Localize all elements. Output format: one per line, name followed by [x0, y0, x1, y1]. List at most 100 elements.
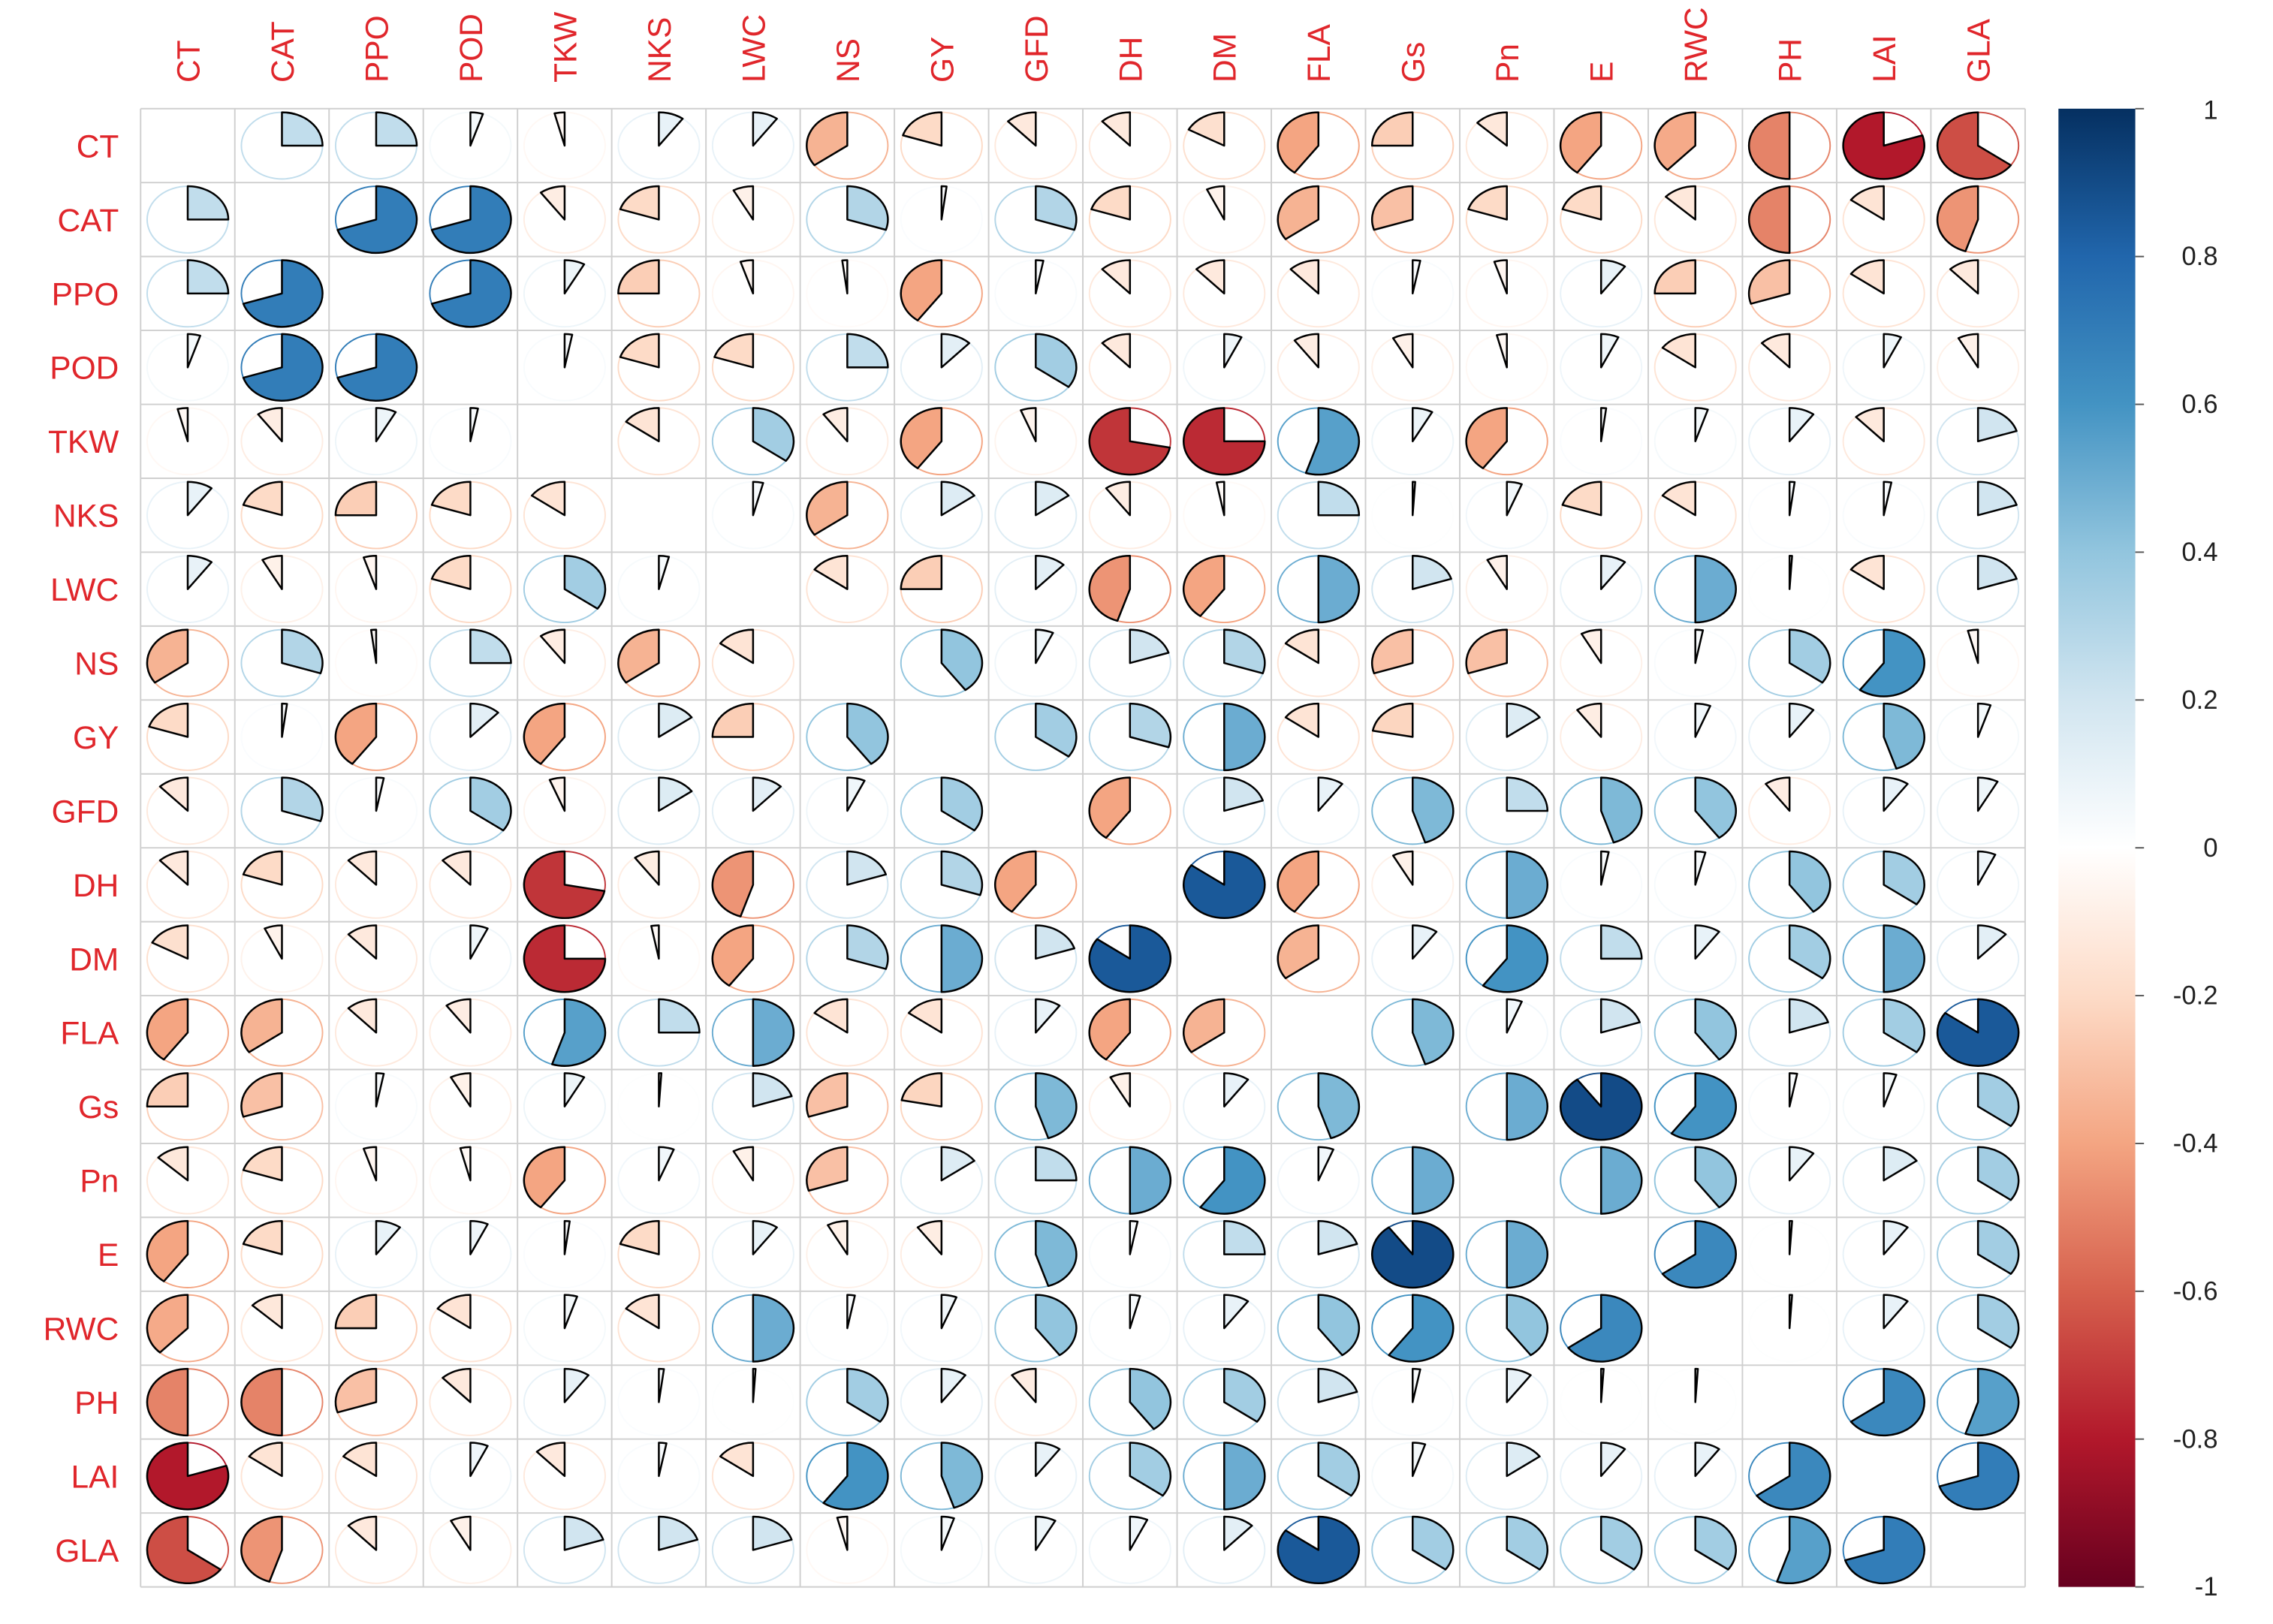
- pie-wedge: [523, 702, 566, 765]
- pie-wedge: [1370, 185, 1414, 231]
- pie-wedge: [375, 1072, 385, 1107]
- pie-wedge: [242, 850, 283, 886]
- pie-wedge: [281, 702, 288, 738]
- pie-wedge: [563, 1219, 571, 1255]
- pie-wedge: [1284, 628, 1320, 664]
- pie-wedge: [806, 1146, 849, 1192]
- pie-wedge: [1576, 702, 1602, 738]
- pie-wedge: [1035, 1146, 1078, 1182]
- pie-wedge: [1317, 1442, 1361, 1497]
- pie-wedge: [846, 333, 889, 369]
- pie-wedge: [846, 776, 866, 812]
- pie-wedge: [1090, 185, 1132, 221]
- pie-wedge: [625, 1294, 660, 1330]
- pie-wedge: [658, 1515, 699, 1551]
- pie-wedge: [940, 1294, 958, 1330]
- colorbar-tick-label: 0: [2203, 834, 2217, 863]
- pie-wedge: [1223, 628, 1266, 675]
- pie-wedge: [1747, 111, 1791, 180]
- pie-wedge: [1976, 554, 2018, 590]
- pie-wedge: [146, 1072, 189, 1107]
- pie-wedge: [619, 1219, 660, 1255]
- row-label: TKW: [48, 424, 119, 459]
- column-label: Gs: [1396, 42, 1431, 83]
- pie-wedge: [1223, 776, 1264, 812]
- pie-wedge: [846, 1294, 856, 1330]
- pie-wedge: [539, 185, 566, 221]
- pie-wedge: [1289, 259, 1320, 295]
- pie-wedge: [1599, 924, 1643, 960]
- pie-wedge: [1129, 1219, 1139, 1255]
- pie-wedge: [469, 1442, 489, 1478]
- pie-wedge: [658, 776, 693, 812]
- pie-wedge: [342, 1442, 378, 1478]
- pie-wedge: [1883, 1294, 1909, 1330]
- pie-wedge: [1317, 481, 1361, 517]
- column-label: CAT: [265, 21, 300, 83]
- pie-wedge: [1317, 1146, 1334, 1182]
- pie-wedge: [806, 481, 849, 536]
- pie-wedge: [1412, 1515, 1455, 1571]
- pie-wedge: [1486, 554, 1508, 590]
- pie-wedge: [347, 924, 378, 960]
- pie-wedge: [1883, 1072, 1898, 1107]
- pie-wedge: [1370, 111, 1414, 147]
- column-label: TKW: [547, 12, 583, 83]
- pie-wedge: [619, 185, 660, 221]
- pie-wedge: [550, 998, 607, 1067]
- pie-wedge: [1035, 1442, 1061, 1478]
- column-label: GLA: [1961, 18, 1997, 83]
- pie-wedge: [940, 185, 948, 221]
- pie-wedge: [281, 776, 324, 822]
- pie-wedge: [1129, 1367, 1172, 1430]
- pie-wedge: [535, 1442, 566, 1478]
- pie-wedge: [1694, 998, 1737, 1061]
- pie-wedge: [240, 1367, 283, 1437]
- pie-wedge: [1788, 924, 1831, 980]
- pie-wedge: [469, 628, 512, 664]
- pie-wedge: [1223, 1442, 1266, 1511]
- column-label: FLA: [1301, 23, 1337, 83]
- pie-wedge: [940, 1367, 966, 1403]
- row-label: GFD: [52, 794, 119, 829]
- pie-wedge: [1957, 333, 1979, 369]
- pie-wedge: [1936, 185, 1979, 252]
- pie-wedge: [900, 1072, 943, 1107]
- pie-wedge: [1088, 998, 1132, 1061]
- pie-wedge: [264, 924, 283, 960]
- pie-wedge: [1088, 924, 1172, 993]
- colorbar-tick-label: -0.2: [2173, 982, 2218, 1011]
- pie-wedge: [940, 481, 975, 517]
- pie-wedge: [186, 259, 230, 295]
- pie-wedge: [553, 111, 566, 147]
- pie-wedge: [1599, 407, 1608, 443]
- pie-wedge: [1284, 702, 1320, 738]
- row-label: Pn: [80, 1164, 119, 1199]
- pie-wedge: [1883, 1146, 1918, 1182]
- pie-wedge: [1035, 1219, 1078, 1288]
- pie-wedge: [336, 185, 418, 255]
- row-label: GLA: [55, 1533, 119, 1568]
- pie-wedge: [846, 1367, 889, 1423]
- pie-wedge: [1694, 1515, 1737, 1571]
- pie-wedge: [752, 111, 778, 147]
- pie-wedge: [1844, 1515, 1925, 1585]
- pie-wedge: [1976, 850, 1997, 886]
- pie-wedge: [1465, 628, 1508, 675]
- pie-wedge: [469, 1219, 489, 1255]
- pie-wedge: [1883, 702, 1925, 770]
- pie-wedge: [658, 1367, 665, 1403]
- pie-wedge: [347, 850, 378, 886]
- pie-wedge: [900, 259, 943, 322]
- pie-wedge: [563, 554, 607, 610]
- pie-wedge: [719, 1442, 755, 1478]
- pie-wedge: [1976, 1219, 2020, 1275]
- pie-wedge: [375, 776, 385, 812]
- pie-wedge: [713, 333, 755, 369]
- pie-wedge: [1599, 998, 1641, 1034]
- pie-wedge: [1849, 554, 1885, 590]
- pie-wedge: [334, 1294, 378, 1330]
- pie-wedge: [1788, 554, 1793, 590]
- pie-wedge: [1412, 481, 1416, 517]
- pie-wedge: [1883, 776, 1909, 812]
